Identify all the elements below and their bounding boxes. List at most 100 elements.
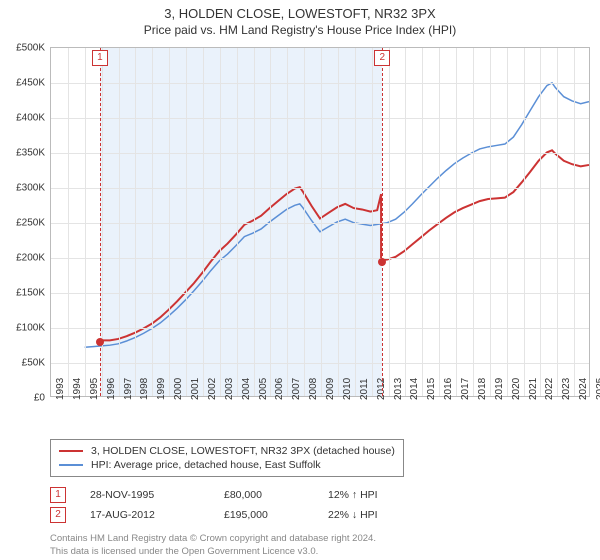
gridline-h xyxy=(51,83,589,84)
attribution: Contains HM Land Registry data © Crown c… xyxy=(50,533,590,559)
marker-line xyxy=(382,48,383,396)
x-axis-label: 1993 xyxy=(55,378,66,400)
legend: 3, HOLDEN CLOSE, LOWESTOFT, NR32 3PX (de… xyxy=(50,439,404,477)
gridline-v xyxy=(456,48,457,396)
x-axis-label: 2010 xyxy=(342,378,353,400)
gridline-h xyxy=(51,328,589,329)
x-axis-label: 2002 xyxy=(207,378,218,400)
x-axis-label: 2021 xyxy=(528,378,539,400)
attribution-line2: This data is licensed under the Open Gov… xyxy=(50,546,590,559)
marker-box: 1 xyxy=(92,50,108,66)
x-axis-label: 1999 xyxy=(156,378,167,400)
x-axis-label: 2023 xyxy=(561,378,572,400)
marker-dot xyxy=(96,338,104,346)
gridline-v xyxy=(270,48,271,396)
chart-subtitle: Price paid vs. HM Land Registry's House … xyxy=(0,23,600,37)
gridline-h xyxy=(51,293,589,294)
gridline-v xyxy=(405,48,406,396)
chart-titles: 3, HOLDEN CLOSE, LOWESTOFT, NR32 3PX Pri… xyxy=(0,0,600,37)
gridline-v xyxy=(186,48,187,396)
x-axis-label: 1998 xyxy=(139,378,150,400)
x-axis-label: 2022 xyxy=(544,378,555,400)
y-axis-label: £100K xyxy=(16,323,45,334)
x-axis-label: 2020 xyxy=(511,378,522,400)
x-axis-label: 1996 xyxy=(106,378,117,400)
x-axis-label: 2003 xyxy=(224,378,235,400)
x-axis-label: 2001 xyxy=(190,378,201,400)
gridline-v xyxy=(389,48,390,396)
x-axis-label: 2011 xyxy=(359,378,370,400)
y-axis-label: £400K xyxy=(16,113,45,124)
x-axis-label: 1995 xyxy=(89,378,100,400)
x-axis-label: 1994 xyxy=(72,378,83,400)
gridline-v xyxy=(203,48,204,396)
gridline-v xyxy=(287,48,288,396)
x-axis-label: 2016 xyxy=(443,378,454,400)
gridline-v xyxy=(220,48,221,396)
transaction-table: 128-NOV-1995£80,00012% ↑ HPI217-AUG-2012… xyxy=(50,485,590,525)
x-axis-label: 2000 xyxy=(173,378,184,400)
x-axis-label: 2024 xyxy=(578,378,589,400)
gridline-v xyxy=(490,48,491,396)
legend-item-hpi: HPI: Average price, detached house, East… xyxy=(59,458,395,472)
gridline-v xyxy=(507,48,508,396)
marker-box: 2 xyxy=(374,50,390,66)
gridline-v xyxy=(135,48,136,396)
x-axis-label: 2009 xyxy=(325,378,336,400)
x-axis-label: 2012 xyxy=(376,378,387,400)
gridline-v xyxy=(254,48,255,396)
y-axis-label: £250K xyxy=(16,218,45,229)
transaction-marker: 2 xyxy=(50,507,66,523)
gridline-h xyxy=(51,223,589,224)
gridline-v xyxy=(473,48,474,396)
gridline-h xyxy=(51,363,589,364)
y-axis-label: £500K xyxy=(16,43,45,54)
legend-item-property: 3, HOLDEN CLOSE, LOWESTOFT, NR32 3PX (de… xyxy=(59,444,395,458)
transaction-row: 2 17-AUG-2012 £195,000 22% ↓ HPI xyxy=(50,505,590,525)
transaction-date: 28-NOV-1995 xyxy=(90,489,200,501)
gridline-h xyxy=(51,118,589,119)
chart-title: 3, HOLDEN CLOSE, LOWESTOFT, NR32 3PX xyxy=(0,6,600,21)
x-axis-label: 2004 xyxy=(241,378,252,400)
transaction-row: 128-NOV-1995£80,00012% ↑ HPI xyxy=(50,485,590,505)
y-axis-label: £450K xyxy=(16,78,45,89)
gridline-v xyxy=(338,48,339,396)
legend-swatch-property xyxy=(59,450,83,452)
gridline-v xyxy=(524,48,525,396)
legend-swatch-hpi xyxy=(59,464,83,466)
series-hpi-line xyxy=(85,83,589,347)
y-axis-label: £0 xyxy=(34,393,45,404)
x-axis-label: 2018 xyxy=(477,378,488,400)
transaction-marker: 1 xyxy=(50,487,66,503)
transaction-date: 17-AUG-2012 xyxy=(90,509,200,521)
transaction-hpi: 22% ↓ HPI xyxy=(328,509,378,521)
y-axis-label: £50K xyxy=(22,358,45,369)
y-axis-label: £150K xyxy=(16,288,45,299)
chart-container: 3, HOLDEN CLOSE, LOWESTOFT, NR32 3PX Pri… xyxy=(0,0,600,559)
plot-area: £0£50K£100K£150K£200K£250K£300K£350K£400… xyxy=(50,47,590,397)
x-axis-label: 2008 xyxy=(308,378,319,400)
x-axis-label: 2015 xyxy=(426,378,437,400)
x-axis-label: 2007 xyxy=(291,378,302,400)
x-axis-label: 2025 xyxy=(595,378,600,400)
x-axis-label: 2006 xyxy=(274,378,285,400)
gridline-h xyxy=(51,153,589,154)
y-axis-label: £300K xyxy=(16,183,45,194)
gridline-v xyxy=(574,48,575,396)
transaction-price: £80,000 xyxy=(224,489,304,501)
gridline-v xyxy=(321,48,322,396)
x-axis-label: 2013 xyxy=(393,378,404,400)
gridline-v xyxy=(355,48,356,396)
gridline-v xyxy=(85,48,86,396)
legend-label-hpi: HPI: Average price, detached house, East… xyxy=(91,459,321,471)
gridline-h xyxy=(51,188,589,189)
gridline-v xyxy=(557,48,558,396)
gridline-v xyxy=(237,48,238,396)
gridline-v xyxy=(372,48,373,396)
attribution-line1: Contains HM Land Registry data © Crown c… xyxy=(50,533,590,546)
gridline-v xyxy=(68,48,69,396)
x-axis-label: 1997 xyxy=(123,378,134,400)
transaction-price: £195,000 xyxy=(224,509,304,521)
x-axis-label: 2014 xyxy=(409,378,420,400)
gridline-v xyxy=(422,48,423,396)
